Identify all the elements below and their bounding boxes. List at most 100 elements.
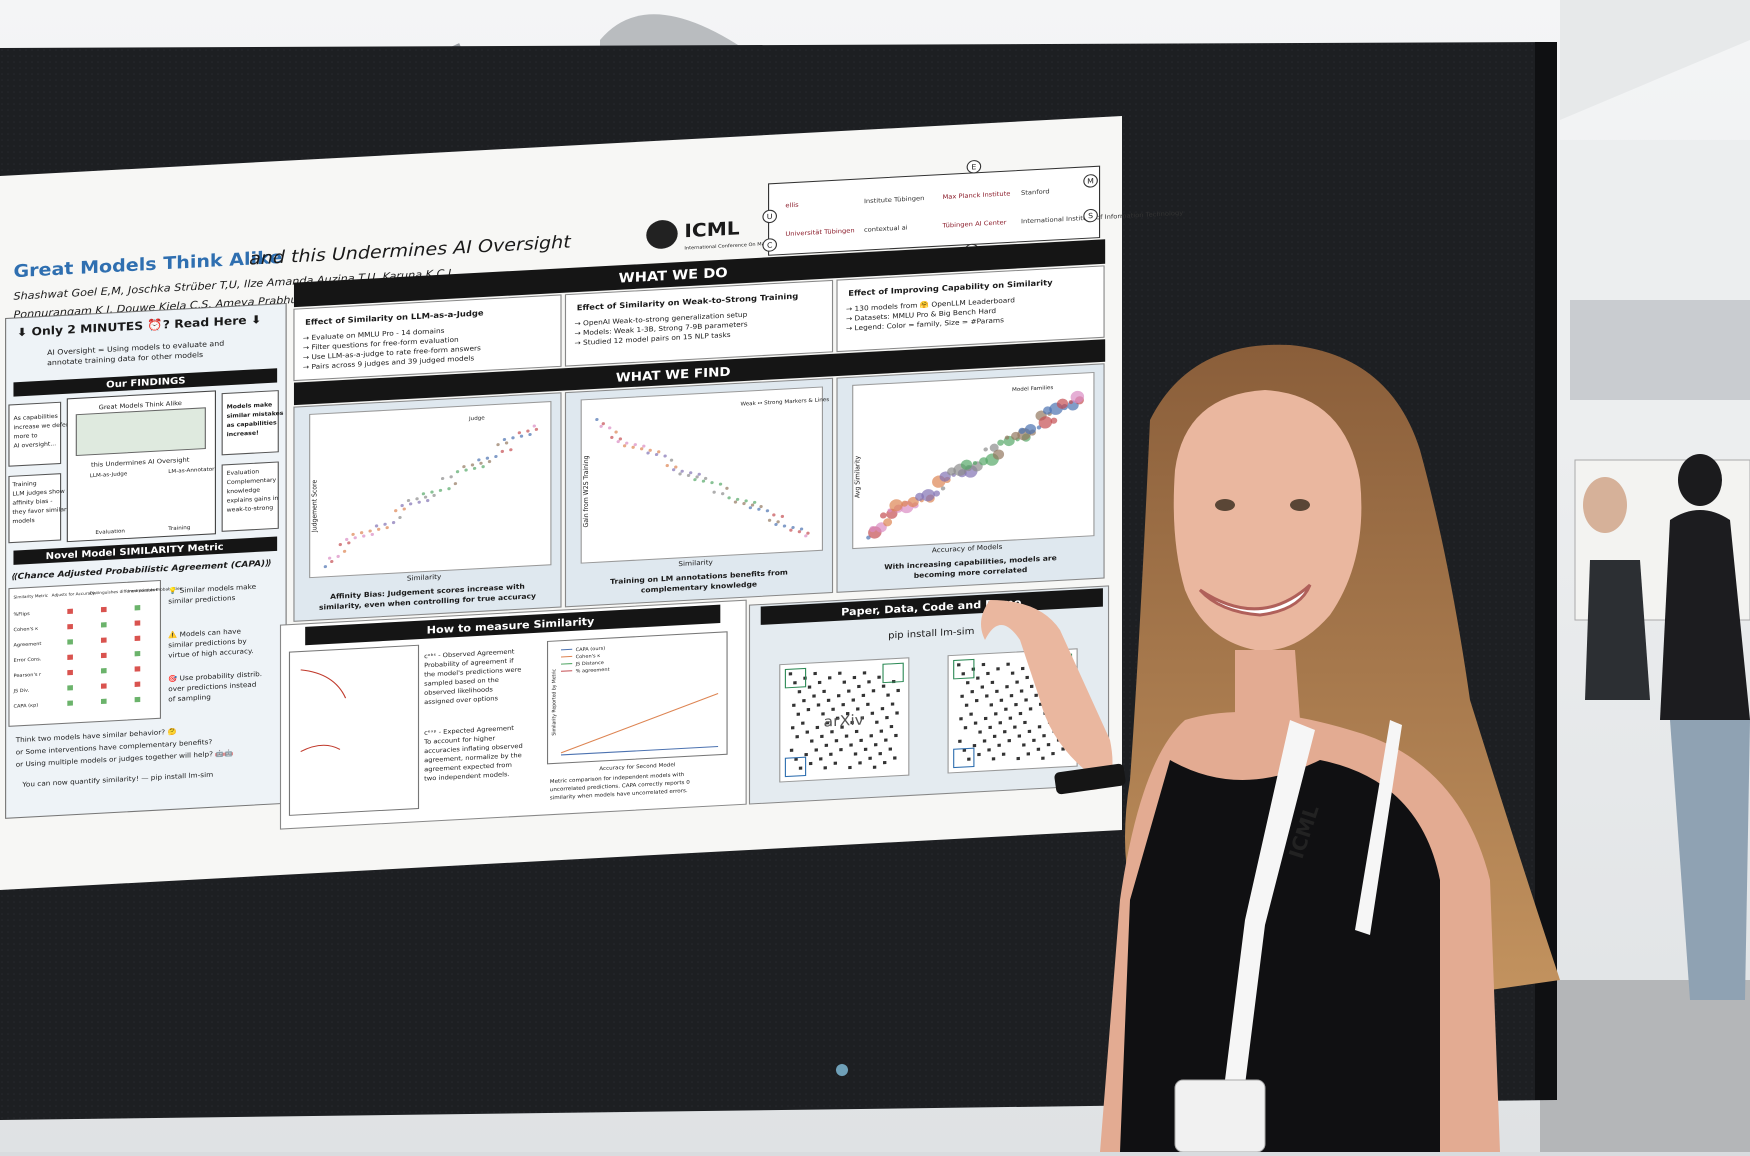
plot-dot <box>669 458 674 462</box>
affiliation: Universität Tübingen <box>785 227 854 238</box>
diagram-label: LM-as-Annotator <box>168 467 215 475</box>
qr-dot <box>823 766 827 770</box>
plot-dot <box>455 470 460 474</box>
what-we-find-bar <box>293 339 1106 406</box>
wall-windows <box>1570 300 1750 400</box>
plot-dot <box>453 482 458 486</box>
qr-dot <box>962 748 967 752</box>
plot-dot <box>402 507 406 511</box>
emblem-circle <box>1083 174 1098 188</box>
plot-dot <box>1004 435 1010 440</box>
legend-swatch <box>560 655 573 658</box>
table-check <box>100 698 107 705</box>
plot-dot <box>1043 406 1052 415</box>
legend-title: Model Families <box>1012 385 1053 393</box>
qr-label: arXiv <box>823 711 864 730</box>
qr-dot <box>1029 684 1034 689</box>
qr-dot <box>861 693 866 698</box>
qr-dot <box>981 662 986 667</box>
plot-dot <box>799 527 804 531</box>
lanyard <box>1225 720 1315 1085</box>
qr-dot <box>890 702 895 706</box>
qr-dot <box>1008 716 1013 720</box>
plot-dot <box>440 476 445 481</box>
plot-dot <box>1018 427 1026 434</box>
table-check <box>100 668 107 674</box>
qr-corner <box>953 747 975 769</box>
plot-dot <box>347 541 351 545</box>
plot-dot <box>517 431 522 435</box>
qr-dot <box>973 721 978 725</box>
qr-dot <box>1036 747 1041 751</box>
plot-dot <box>532 424 536 428</box>
plot-dot <box>398 515 402 520</box>
table-check <box>100 606 107 613</box>
column-box <box>564 279 834 367</box>
qr-dot <box>868 756 872 760</box>
table-row-label: Error Cons. <box>13 657 41 664</box>
column-box <box>836 265 1105 353</box>
qr-dot <box>840 725 844 729</box>
presenter: ICML <box>981 344 1560 1153</box>
qr-dot <box>833 761 838 765</box>
qr-dot <box>844 734 849 738</box>
qr-dot <box>834 739 839 743</box>
table-row-label: Cohen's κ <box>13 626 38 633</box>
qr-dot <box>1001 752 1006 756</box>
qr-dot <box>963 726 968 730</box>
plot-dot <box>342 549 347 553</box>
plot-dot <box>470 463 475 467</box>
diagram-label: LLM-as-Judge <box>90 471 128 479</box>
qr-dot <box>992 734 997 738</box>
legend-title: Weak ↔ Strong Markers & Lines <box>741 397 830 407</box>
plot-dot <box>391 521 396 525</box>
plot-area <box>309 400 552 579</box>
plot-dot <box>622 444 627 448</box>
badge <box>1174 1079 1266 1153</box>
board-frame <box>1535 42 1557 1100</box>
qr-dot <box>806 707 811 712</box>
what-we-do-bar <box>293 239 1106 308</box>
table-check <box>67 654 73 660</box>
plot-dot <box>408 502 413 506</box>
plot-dot <box>695 475 699 479</box>
plot-dot <box>502 437 507 442</box>
plot-dot <box>671 468 676 472</box>
plot-dot <box>712 490 716 494</box>
section-header: WHAT WE FIND <box>616 365 731 385</box>
qr-dot <box>815 725 820 730</box>
table-check <box>134 650 141 657</box>
qr-dot <box>1017 734 1022 738</box>
plot-dot <box>608 426 612 430</box>
qr-dot <box>829 752 833 756</box>
plot-dot <box>972 460 978 466</box>
plot-dot <box>1070 390 1085 404</box>
plot-dot <box>752 500 757 504</box>
qr-dot <box>1034 693 1038 697</box>
qr-dot <box>1032 738 1036 742</box>
column-box <box>293 294 562 382</box>
plot-dot <box>385 526 389 530</box>
plot-dot <box>447 487 451 491</box>
qr-dot <box>1018 711 1023 716</box>
plot-dot <box>665 464 669 468</box>
finding: Models make <box>227 402 273 410</box>
qr-dot <box>997 743 1001 747</box>
qr-dot <box>871 689 876 693</box>
plot-dot <box>400 504 404 508</box>
qr-dot <box>880 707 885 711</box>
plot-dot <box>654 452 659 457</box>
legend-entry: CAPA (ours) <box>576 646 606 653</box>
affiliation: Institute Tübingen <box>864 194 924 205</box>
plot-dot <box>648 448 652 452</box>
qr-dot <box>1010 671 1015 675</box>
finding: LLM judges show <box>12 489 65 498</box>
plot-dot <box>776 520 780 524</box>
plot-dot <box>625 441 629 445</box>
table-check <box>100 683 107 689</box>
table-check <box>100 652 107 659</box>
qr-dot <box>1005 685 1009 689</box>
qr-dot <box>1004 707 1008 711</box>
plot-dot <box>915 492 925 501</box>
